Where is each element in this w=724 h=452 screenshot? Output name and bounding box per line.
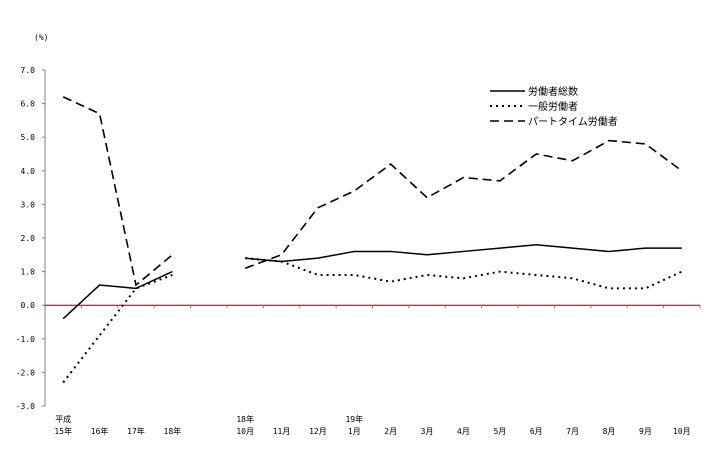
x-label: 4月 — [457, 427, 470, 436]
series-line-solid — [245, 243, 682, 263]
x-label-top: 18年 — [236, 414, 254, 424]
legend-label: パートタイム労働者 — [528, 115, 618, 128]
y-tick-label: 7.0 — [21, 66, 36, 75]
y-axis-unit-label: (%) — [34, 33, 48, 42]
x-label: 11月 — [273, 427, 291, 436]
x-label: 12月 — [309, 427, 327, 436]
y-tick-label: -2.0 — [16, 368, 35, 377]
legend-label: 労働者総数 — [528, 85, 578, 98]
y-tick-label: 0.0 — [21, 301, 36, 310]
x-label: 9月 — [639, 427, 652, 436]
series-line-dashed — [244, 139, 683, 269]
x-label-top: 平成 — [55, 414, 71, 424]
y-tick-label: -1.0 — [16, 335, 35, 344]
series-line-dotted — [62, 274, 173, 384]
y-tick-label: 1.0 — [21, 268, 36, 277]
x-label: 6月 — [530, 427, 543, 436]
x-label: 5月 — [493, 427, 506, 436]
x-label: 16年 — [91, 426, 109, 436]
y-tick-label: 4.0 — [21, 167, 36, 176]
legend-label: 一般労働者 — [528, 100, 578, 113]
x-label-top: 19年 — [345, 414, 363, 424]
y-tick-label: 6.0 — [21, 100, 36, 109]
x-label: 15年 — [54, 426, 72, 436]
series-line-dashed — [62, 96, 173, 287]
x-label: 2月 — [384, 427, 397, 436]
series-line-solid — [62, 270, 173, 320]
series-line-dotted — [245, 257, 683, 290]
y-tick-label: 5.0 — [21, 133, 36, 142]
x-label: 3月 — [421, 427, 434, 436]
x-label: 10月 — [236, 427, 254, 436]
x-label: 18年 — [164, 426, 182, 436]
x-label: 10月 — [673, 427, 691, 436]
y-tick-label: -3.0 — [16, 402, 35, 411]
x-label: 1月 — [348, 427, 361, 436]
x-label: 17年 — [127, 426, 145, 436]
y-tick-label: 3.0 — [21, 200, 36, 209]
x-label: 7月 — [566, 427, 579, 436]
x-label: 8月 — [603, 427, 616, 436]
y-tick-label: 2.0 — [21, 234, 36, 243]
